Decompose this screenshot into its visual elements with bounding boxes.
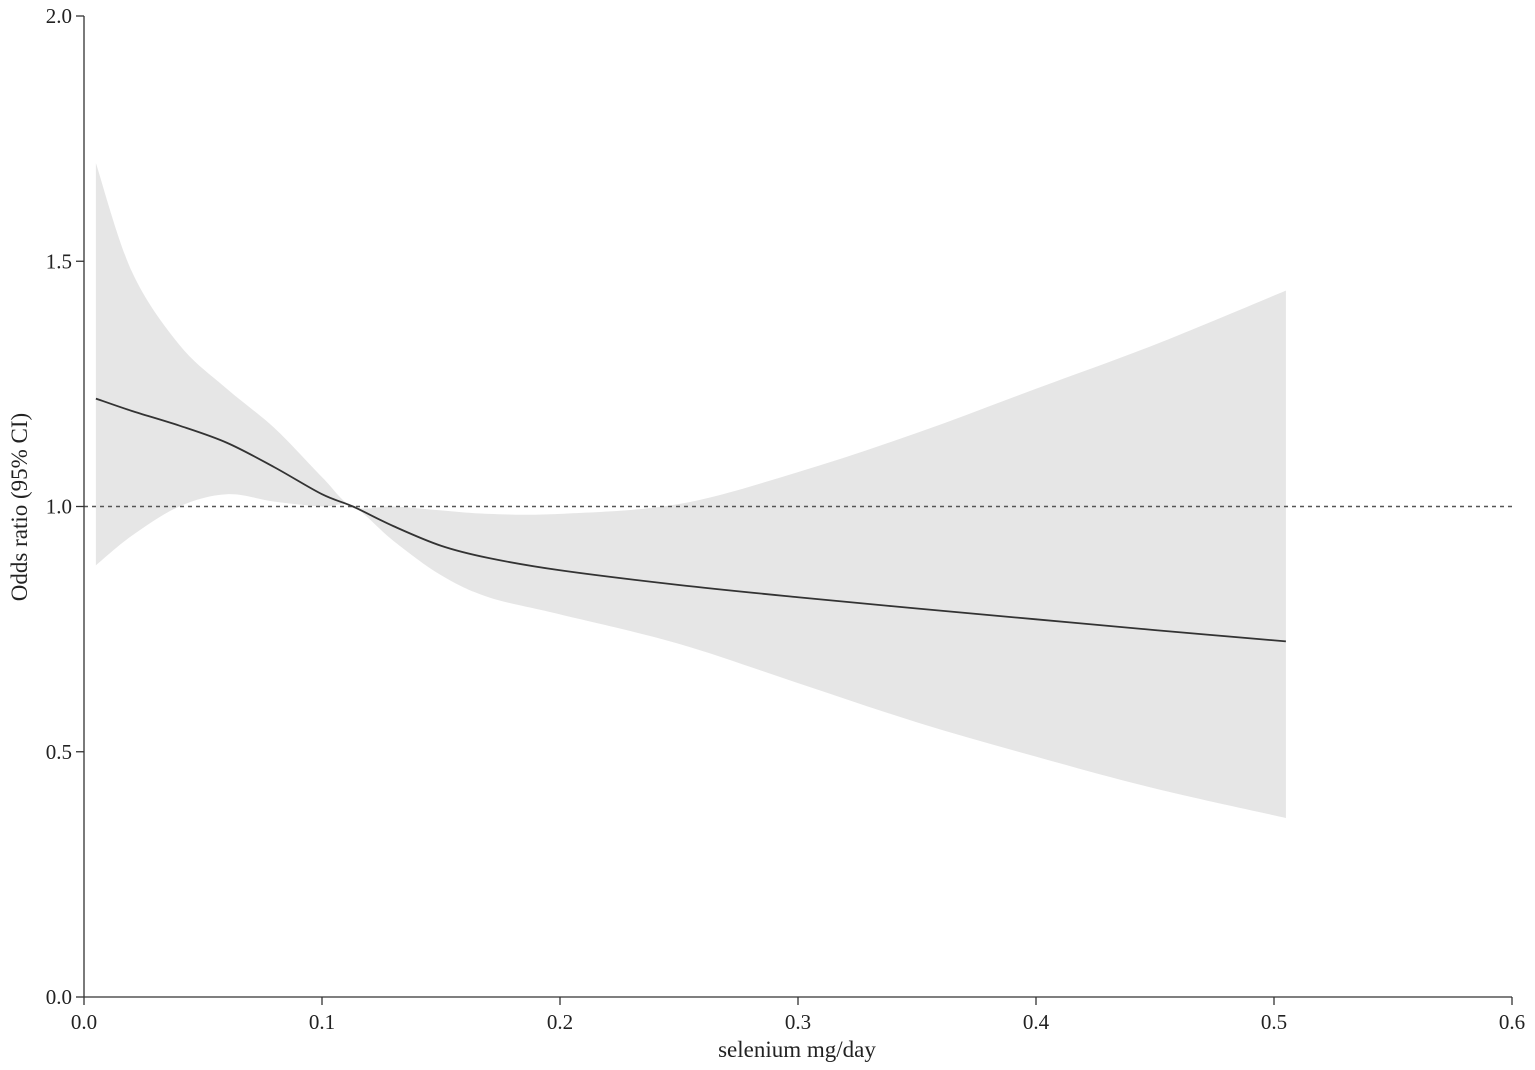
x-tick-label: 0.4	[1023, 1010, 1050, 1034]
axes: 0.0 0.1 0.2 0.3 0.4 0.5 0.6 0.0 0.5 1.0 1.5 2.0	[46, 4, 1525, 1034]
odds-ratio-curve	[95, 397, 1286, 643]
y-tick-label: 1.5	[46, 249, 72, 273]
x-tick-label: 0.3	[785, 1010, 811, 1034]
confidence-band	[95, 163, 1286, 818]
curve-layer	[95, 397, 1286, 643]
x-tick-label: 0.6	[1499, 1010, 1525, 1034]
x-tick-label: 0.5	[1261, 1010, 1287, 1034]
x-tick-label: 0.0	[71, 1010, 97, 1034]
x-tick-label: 0.2	[547, 1010, 573, 1034]
confidence-band-layer	[95, 163, 1286, 818]
y-tick-label: 0.5	[46, 740, 72, 764]
y-tick-label: 2.0	[46, 4, 72, 28]
y-tick-label: 1.0	[46, 495, 72, 519]
y-tick-label: 0.0	[46, 985, 72, 1009]
x-axis-title: selenium mg/day	[718, 1037, 876, 1062]
x-tick-label: 0.1	[309, 1010, 335, 1034]
y-axis-title: Odds ratio (95% CI)	[7, 413, 32, 601]
